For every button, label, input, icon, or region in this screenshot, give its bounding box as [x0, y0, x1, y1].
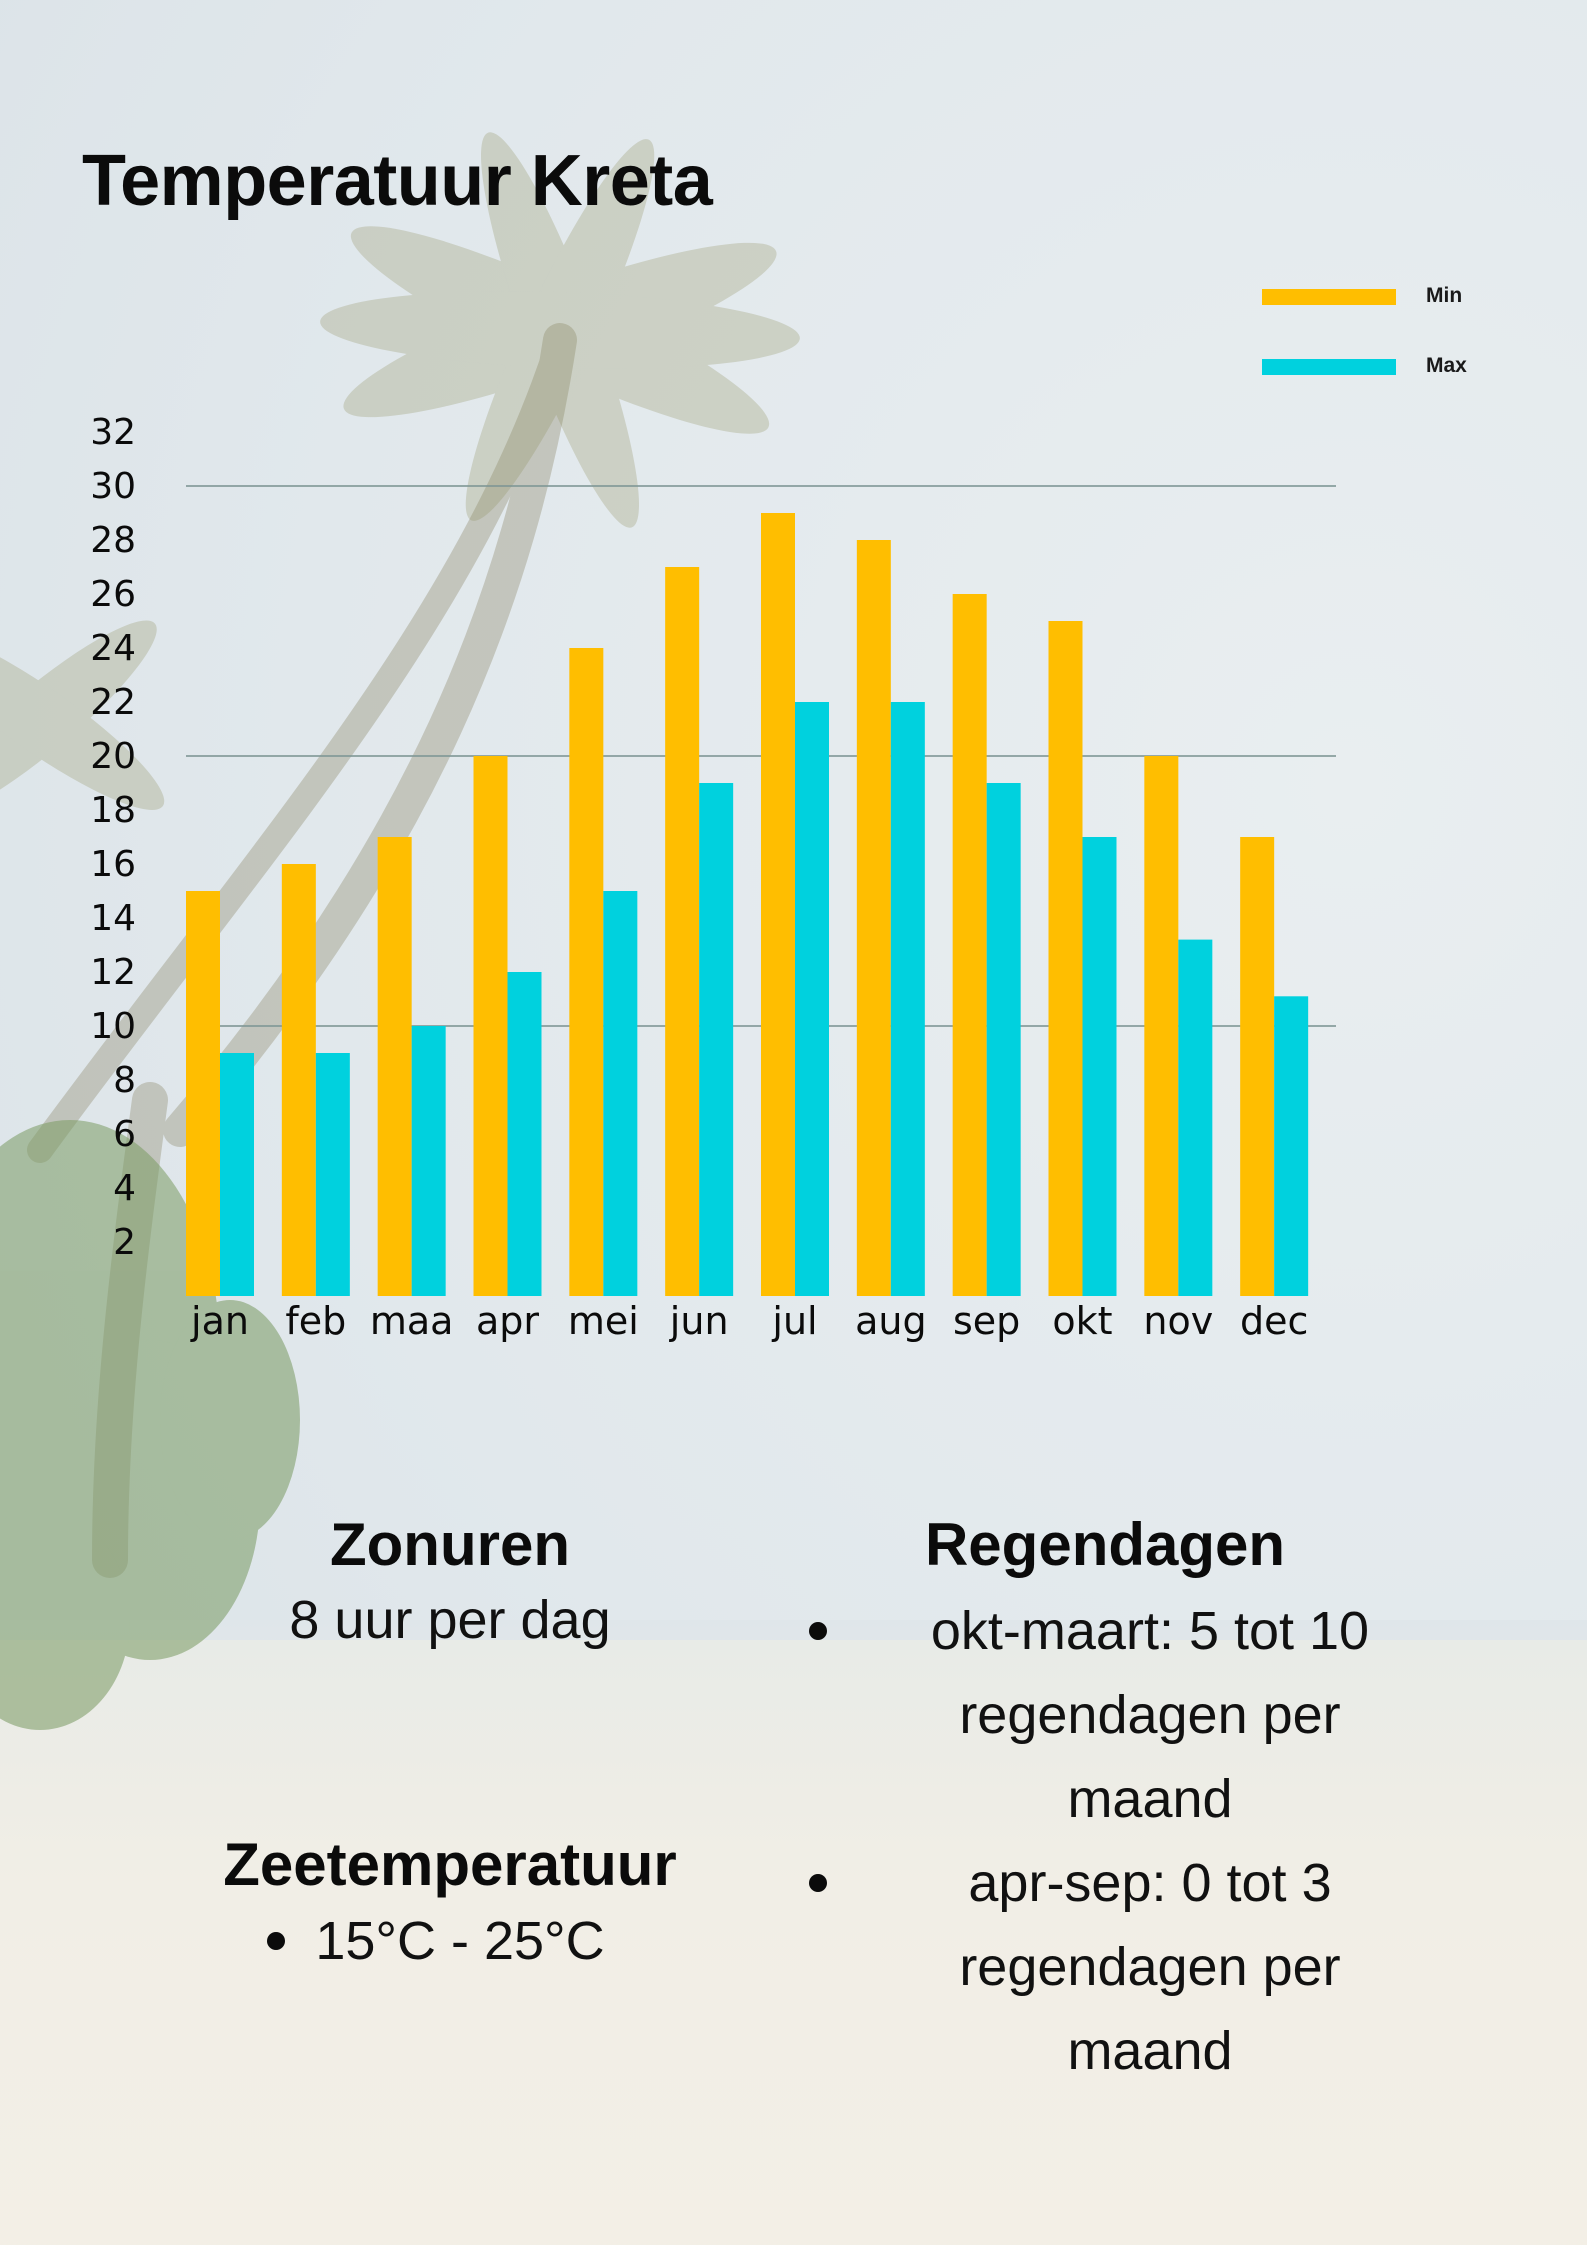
zeetemperatuur-item-text: 15°C - 25°C — [315, 1911, 605, 1971]
bar-max — [507, 972, 542, 1296]
y-tick-label: 12 — [90, 952, 136, 993]
bar-max — [220, 1053, 254, 1296]
regendagen-list: okt-maart: 5 tot 10 regendagen per maand… — [790, 1589, 1530, 2093]
bar-max — [1082, 837, 1117, 1296]
legend-swatch-max — [1262, 359, 1396, 375]
bar-min — [569, 648, 604, 1296]
bar-min — [377, 837, 412, 1296]
y-tick-label: 32 — [90, 412, 136, 453]
x-tick-label: feb — [285, 1299, 346, 1343]
regendagen-line: regendagen per — [959, 1685, 1341, 1745]
x-tick-label: dec — [1240, 1299, 1308, 1343]
bar-max — [795, 702, 829, 1296]
zonuren-section: Zonuren 8 uur per dag — [150, 1510, 750, 1651]
regendagen-item-text: okt-maart: 5 tot 10 regendagen per maand — [870, 1589, 1430, 1841]
bar-max — [411, 1026, 446, 1296]
x-tick-label: maa — [370, 1299, 454, 1343]
bar-min — [1144, 756, 1179, 1296]
zeetemperatuur-section: Zeetemperatuur 15°C - 25°C — [150, 1830, 750, 1983]
bar-min — [761, 513, 795, 1296]
regendagen-line: apr-sep: 0 tot 3 — [968, 1853, 1332, 1913]
regendagen-item: okt-maart: 5 tot 10 regendagen per maand — [790, 1589, 1530, 1841]
y-tick-label: 28 — [90, 520, 136, 561]
bar-max — [1274, 996, 1309, 1296]
bar-max — [1178, 939, 1213, 1296]
x-tick-label: nov — [1143, 1299, 1213, 1343]
bullet-icon — [809, 1874, 827, 1892]
bar-max — [699, 783, 734, 1296]
x-tick-label: jan — [190, 1299, 249, 1343]
bullet-icon — [809, 1622, 827, 1640]
y-tick-label: 8 — [113, 1060, 136, 1101]
y-tick-label: 30 — [90, 466, 136, 507]
page-title: Temperatuur Kreta — [82, 141, 713, 221]
x-tick-label: mei — [568, 1299, 639, 1343]
regendagen-line: maand — [1067, 1769, 1233, 1829]
zeetemperatuur-list: 15°C - 25°C — [150, 1899, 750, 1983]
bar-max — [986, 783, 1021, 1296]
y-tick-label: 24 — [90, 628, 136, 669]
x-tick-label: apr — [476, 1299, 539, 1343]
legend-label-min: Min — [1426, 284, 1463, 307]
x-tick-label: okt — [1052, 1299, 1112, 1343]
y-tick-label: 10 — [90, 1006, 136, 1047]
zonuren-heading: Zonuren — [330, 1511, 570, 1578]
regendagen-section: Regendagen okt-maart: 5 tot 10 regendage… — [790, 1510, 1530, 2093]
zeetemperatuur-heading: Zeetemperatuur — [223, 1831, 677, 1898]
regendagen-line: regendagen per — [959, 1937, 1341, 1997]
y-tick-label: 2 — [113, 1222, 136, 1263]
legend-item-min: Min — [1262, 280, 1482, 310]
bar-max — [315, 1053, 350, 1296]
legend-label-max: Max — [1426, 354, 1467, 377]
legend-swatch-min — [1262, 289, 1396, 305]
bar-min — [1240, 837, 1275, 1296]
x-tick-label: aug — [855, 1299, 927, 1343]
bar-min — [665, 567, 700, 1296]
legend-item-max: Max — [1262, 350, 1482, 380]
y-tick-label: 6 — [113, 1114, 136, 1155]
beach-background — [0, 1640, 1587, 2245]
y-tick-label: 16 — [90, 844, 136, 885]
bar-min — [473, 756, 508, 1296]
regendagen-heading: Regendagen — [924, 1511, 1286, 1578]
regendagen-item-text: apr-sep: 0 tot 3 regendagen per maand — [870, 1841, 1430, 2093]
x-tick-label: jun — [669, 1299, 729, 1343]
bar-min — [952, 594, 987, 1296]
bar-min — [1048, 621, 1083, 1296]
y-tick-label: 18 — [90, 790, 136, 831]
y-tick-label: 14 — [90, 898, 136, 939]
bar-min — [856, 540, 891, 1296]
y-tick-label: 22 — [90, 682, 136, 723]
regendagen-line: okt-maart: 5 tot 10 — [930, 1601, 1370, 1661]
x-tick-label: jul — [771, 1299, 817, 1343]
bar-min — [186, 891, 220, 1296]
bar-min — [281, 864, 316, 1296]
zonuren-text: 8 uur per dag — [289, 1590, 611, 1650]
bullet-icon — [267, 1932, 285, 1950]
bar-max — [890, 702, 925, 1296]
y-tick-label: 20 — [90, 736, 136, 777]
regendagen-line: maand — [1067, 2021, 1233, 2081]
y-tick-label: 26 — [90, 574, 136, 615]
bar-max — [603, 891, 638, 1296]
y-tick-label: 4 — [113, 1168, 136, 1209]
regendagen-item: apr-sep: 0 tot 3 regendagen per maand — [790, 1841, 1530, 2093]
zeetemperatuur-item: 15°C - 25°C — [150, 1899, 750, 1983]
x-tick-label: sep — [953, 1299, 1020, 1343]
chart-legend: Min Max — [1262, 280, 1482, 400]
